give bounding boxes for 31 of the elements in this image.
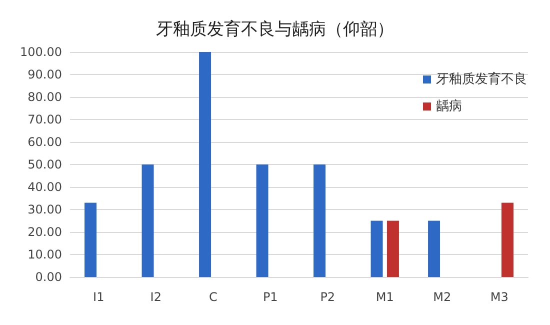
bar: [142, 164, 154, 277]
y-tick-label: 70.00: [28, 112, 62, 126]
y-tick-label: 30.00: [28, 202, 62, 216]
bar: [199, 52, 212, 277]
y-tick-label: 80.00: [28, 90, 62, 104]
y-tick-label: 100.00: [20, 45, 62, 59]
x-tick-label: M2: [433, 290, 452, 304]
x-tick-label: I2: [150, 290, 162, 304]
x-tick-label: I1: [93, 290, 104, 304]
y-tick-label: 40.00: [28, 180, 62, 194]
y-tick-label: 10.00: [28, 248, 62, 262]
bar: [428, 220, 440, 277]
bar: [501, 202, 514, 277]
x-tick-label: P2: [320, 290, 336, 304]
bar: [370, 220, 383, 277]
x-tick-label: M1: [376, 290, 394, 304]
x-tick-label: C: [208, 290, 218, 304]
bar: [84, 202, 97, 277]
legend-label: 牙釉质发育不良: [436, 71, 527, 87]
x-tick-label: P1: [262, 290, 278, 304]
bar: [314, 164, 326, 277]
bar: [256, 164, 268, 277]
y-tick-label: 0.00: [35, 270, 62, 284]
bar: [386, 220, 399, 277]
y-tick-label: 50.00: [28, 158, 62, 172]
legend-label: 龋病: [436, 99, 462, 114]
y-tick-label: 60.00: [28, 135, 62, 149]
y-tick-label: 90.00: [28, 68, 62, 82]
y-tick-label: 20.00: [28, 225, 62, 239]
chart-title: 牙釉质发育不良与龋病（仰韶）: [156, 20, 394, 40]
x-tick-label: M3: [490, 290, 508, 304]
